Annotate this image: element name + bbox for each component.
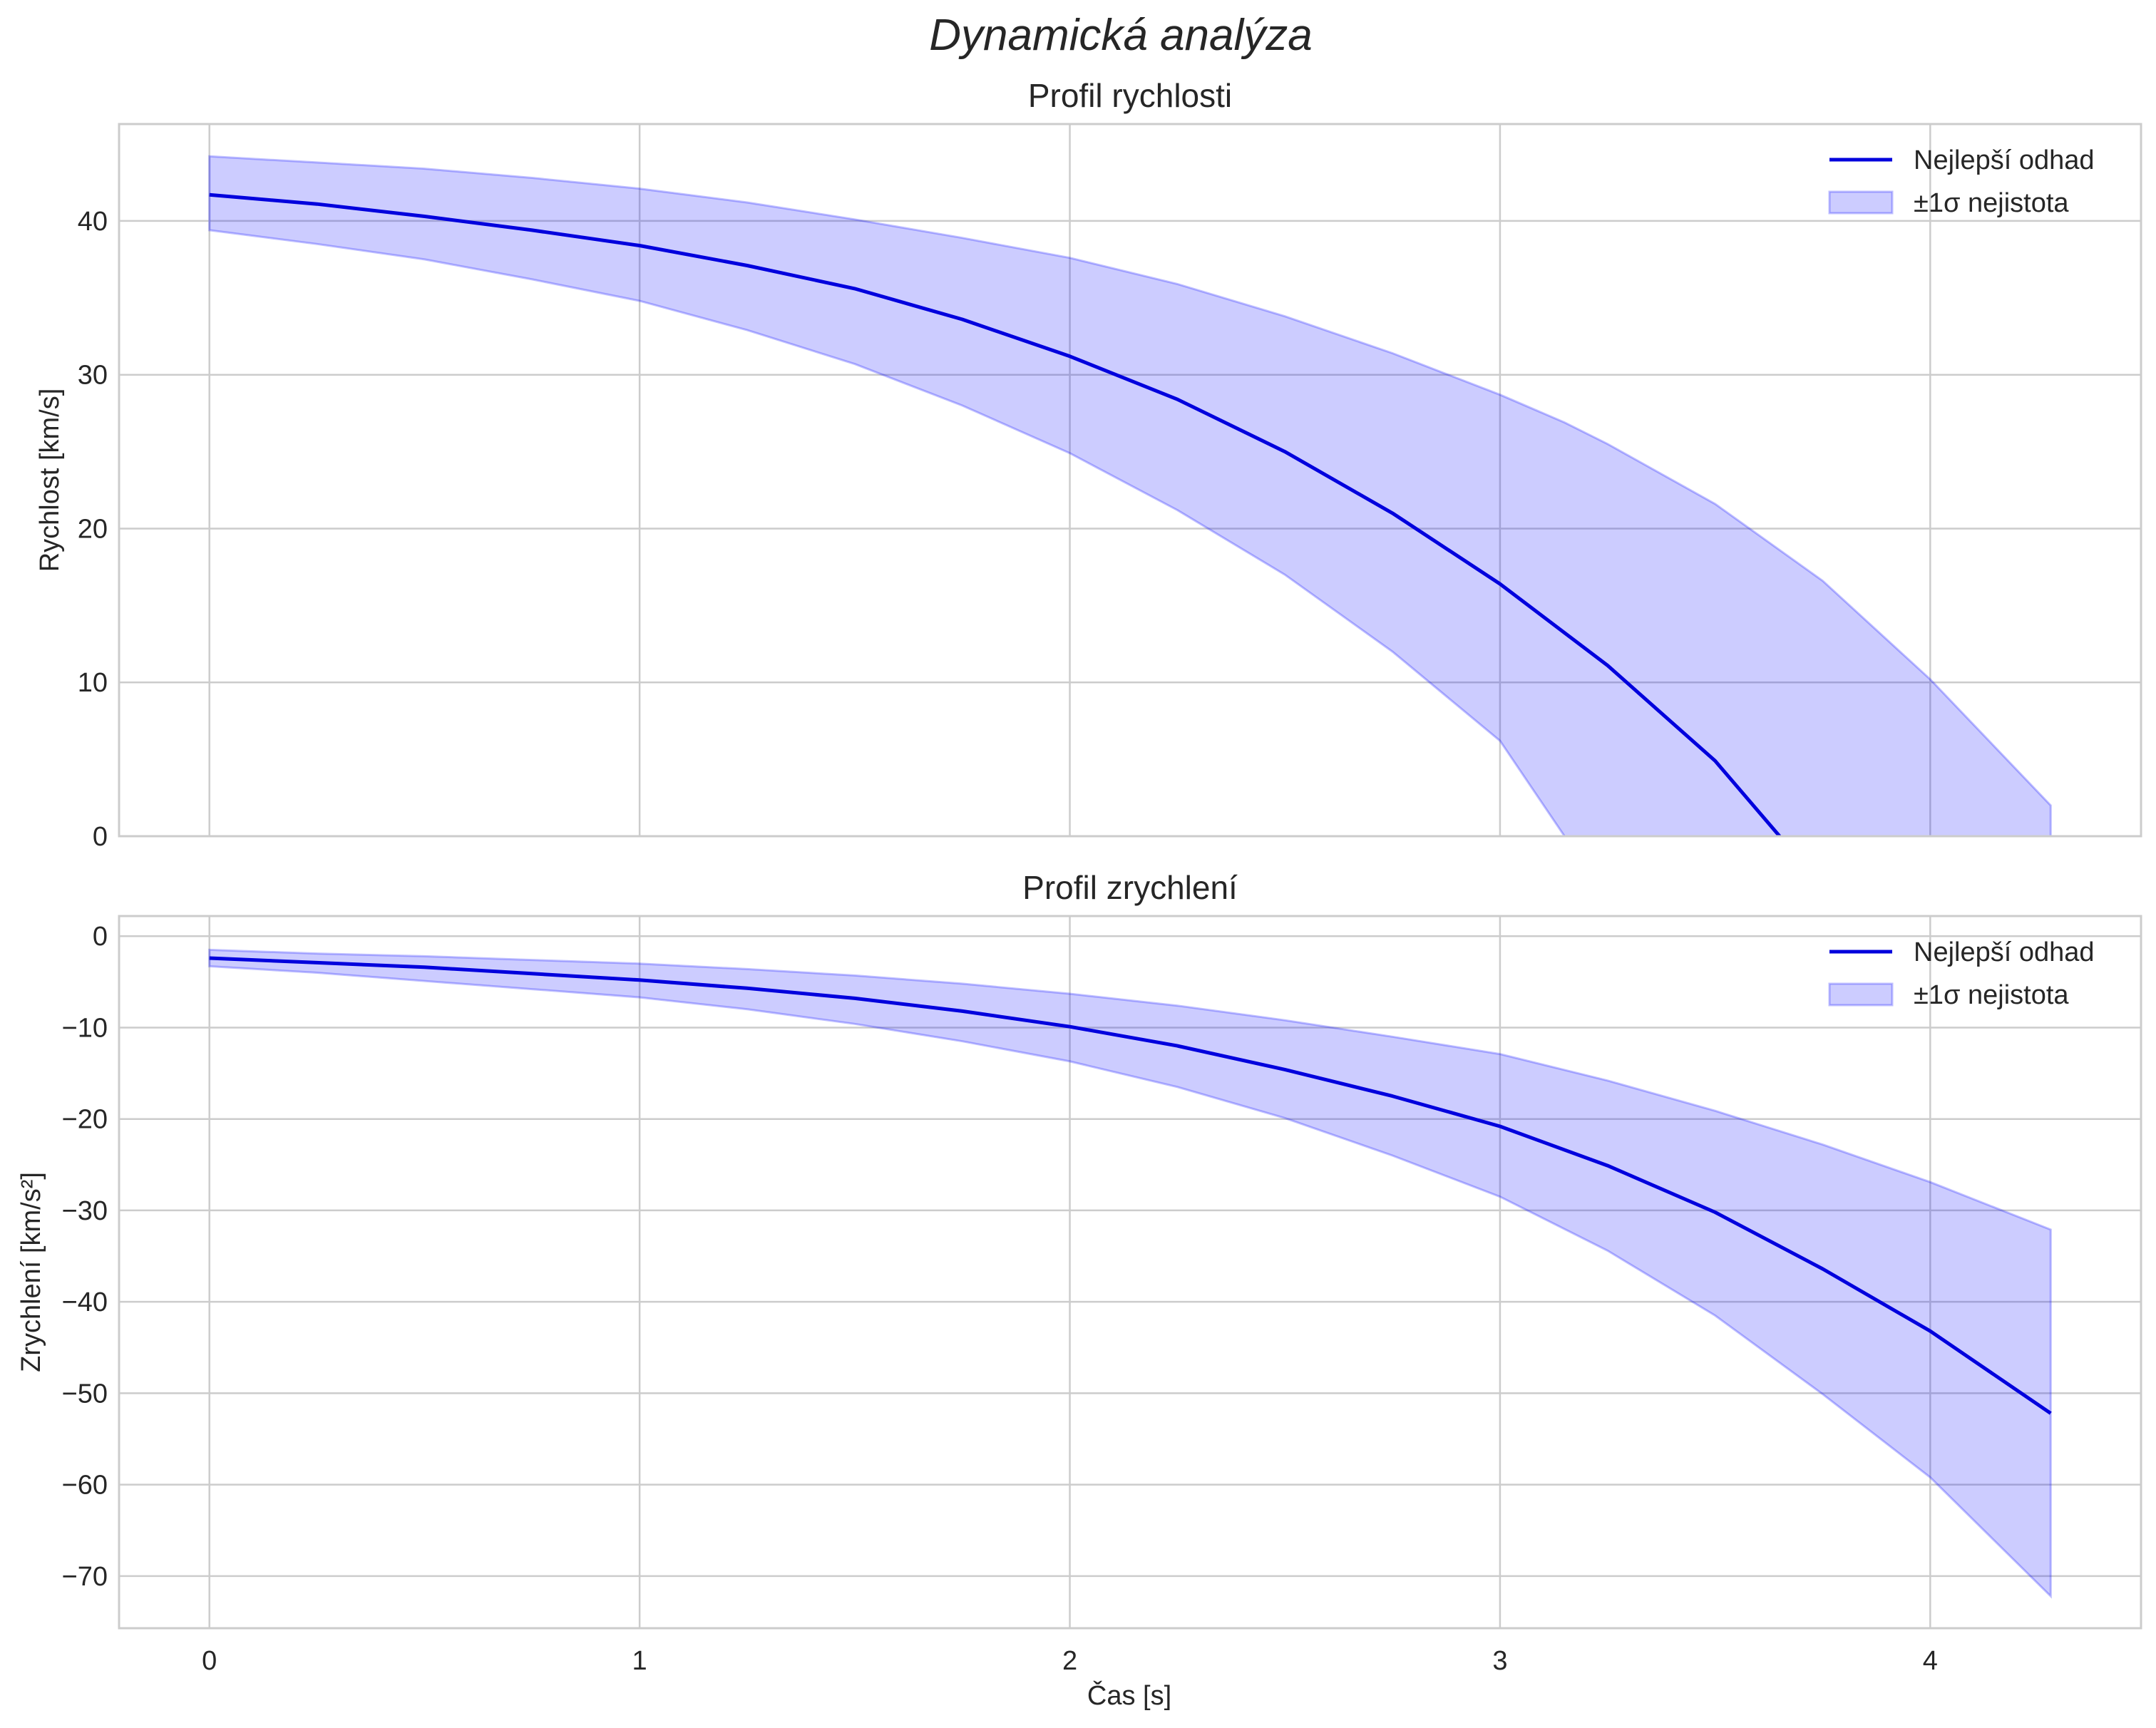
x-axis-label: Čas [s]: [1087, 1680, 1171, 1711]
y-axis-label: Rychlost [km/s]: [35, 389, 65, 572]
y-tick-label: 0: [93, 922, 108, 952]
legend: Nejlepší odhad ±1σ nejistota: [1828, 937, 2095, 1010]
plot-series: [208, 948, 2052, 1599]
legend-label: Nejlepší odhad: [1914, 145, 2095, 175]
best-estimate-line: [209, 192, 1781, 836]
legend-label: Nejlepší odhad: [1914, 937, 2095, 967]
panel-title: Profil rychlosti: [1028, 77, 1232, 114]
y-tick-label: 20: [78, 514, 108, 544]
y-tick-label: −50: [62, 1379, 108, 1409]
axes-frame: [118, 915, 2142, 1630]
y-tick-label: −40: [62, 1287, 108, 1317]
x-tick-label: 3: [1492, 1646, 1507, 1676]
best-estimate-line: [209, 956, 2052, 1415]
y-axis-label: Zrychlení [km/s²]: [16, 1172, 46, 1372]
uncertainty-band: [208, 155, 2052, 836]
legend-band-swatch: [1828, 982, 1894, 1007]
chart-panel-1: 0 10 20 30 40 Profil rychlosti Rychlost [km/s]…: [35, 77, 2142, 852]
y-tick-label: 0: [93, 822, 108, 852]
plot-series: [208, 155, 2052, 836]
plot-area: [119, 124, 2141, 836]
y-tick-label: −30: [62, 1196, 108, 1226]
legend-label: ±1σ nejistota: [1914, 980, 2069, 1010]
uncertainty-band: [208, 948, 2052, 1599]
legend-label: ±1σ nejistota: [1914, 188, 2069, 218]
legend: Nejlepší odhad ±1σ nejistota: [1828, 145, 2095, 218]
x-tick-label: 2: [1062, 1646, 1077, 1676]
x-tick-label: 1: [632, 1646, 647, 1676]
y-tick-label: −70: [62, 1562, 108, 1592]
x-tick-label: 4: [1923, 1646, 1938, 1676]
chart-panel-2: 0 −10 −20 −30 −40 −50 −60 −70 0 1 2 3 4 Profil zrychl…: [16, 869, 2142, 1676]
y-tick-label: 40: [78, 207, 108, 237]
y-tick-label: 10: [78, 668, 108, 698]
y-tick-label: −10: [62, 1013, 108, 1043]
axes-frame: [118, 123, 2142, 838]
y-tick-label: −20: [62, 1105, 108, 1135]
figure-title: Dynamická analýza: [929, 11, 1313, 60]
panel-title: Profil zrychlení: [1022, 869, 1238, 906]
x-tick-label: 0: [202, 1646, 217, 1676]
y-tick-label: −60: [62, 1471, 108, 1501]
plot-area: [119, 916, 2141, 1628]
legend-band-swatch: [1828, 190, 1894, 215]
y-tick-label: 30: [78, 361, 108, 391]
